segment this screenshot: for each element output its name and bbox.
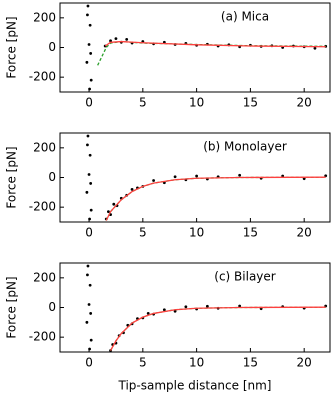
x-tick-label: 10 (189, 96, 204, 110)
y-tick-label: -200 (29, 70, 56, 84)
y-tick-label: 200 (33, 10, 56, 24)
data-point (173, 175, 177, 179)
data-point (89, 338, 93, 342)
data-point (313, 46, 317, 50)
fit-line (109, 306, 326, 351)
x-tick-label: 15 (243, 96, 258, 110)
x-tick-label: 10 (189, 226, 204, 240)
panel-title: (c) Bilayer (214, 270, 276, 284)
x-tick-label: 20 (297, 356, 312, 370)
data-point (89, 312, 93, 315)
data-point (86, 13, 89, 17)
y-tick-label: 200 (33, 270, 56, 284)
x-tick-label: 20 (297, 96, 312, 110)
data-point (112, 202, 116, 206)
data-point (89, 52, 93, 55)
data-point (107, 210, 110, 214)
plot-frame (59, 132, 331, 223)
data-point (88, 23, 92, 27)
data-point (88, 283, 92, 287)
data-point (88, 153, 92, 157)
data-point (85, 320, 89, 324)
data-point (89, 78, 93, 82)
data-point (302, 177, 306, 181)
data-point (88, 347, 91, 351)
data-point (205, 304, 209, 308)
data-point (85, 190, 89, 194)
data-point (109, 39, 112, 43)
data-point (238, 304, 242, 308)
fit-line (109, 306, 326, 351)
y-tick-label: 0 (48, 40, 56, 54)
x-axis-label: Tip-sample distance [nm] (117, 379, 271, 393)
data-point (86, 273, 89, 277)
x-tick-label: 15 (243, 356, 258, 370)
data-point (89, 182, 93, 185)
x-tick-label: 0 (85, 96, 93, 110)
x-tick-label: 5 (139, 356, 147, 370)
plot-frame (59, 262, 331, 353)
x-tick-label: 5 (139, 226, 147, 240)
fit-line (105, 176, 326, 221)
data-point (88, 217, 91, 221)
data-point (152, 179, 155, 182)
data-point (162, 308, 166, 312)
data-point (195, 174, 199, 178)
panel-title: (b) Monolayer (203, 140, 287, 154)
data-point (85, 60, 89, 64)
data-point (324, 174, 328, 178)
y-tick-label: 0 (48, 170, 56, 184)
y-axis-label: Force [pN] (5, 146, 19, 208)
data-point (86, 264, 90, 268)
x-tick-label: 15 (243, 226, 258, 240)
plot-frame (59, 2, 331, 93)
x-tick-label: 20 (297, 226, 312, 240)
data-point (88, 87, 91, 91)
y-tick-label: -200 (29, 200, 56, 214)
data-point (86, 134, 90, 138)
data-point (87, 43, 91, 46)
data-point (87, 303, 91, 306)
fit-line (104, 40, 326, 48)
x-tick-label: 10 (189, 356, 204, 370)
data-point (86, 4, 90, 8)
data-point (86, 143, 89, 147)
data-point (184, 305, 188, 309)
x-tick-label: 0 (85, 226, 93, 240)
data-point (87, 173, 91, 176)
y-axis-label: Force [pN] (5, 276, 19, 338)
data-point (173, 309, 177, 313)
data-point (146, 312, 150, 315)
data-point (114, 37, 118, 40)
fit-line (105, 176, 326, 221)
y-tick-label: 0 (48, 300, 56, 314)
y-tick-label: -200 (29, 330, 56, 344)
panel-title: (a) Mica (221, 10, 269, 24)
y-axis-label: Force [pN] (5, 16, 19, 78)
x-tick-label: 0 (85, 356, 93, 370)
x-tick-label: 5 (139, 96, 147, 110)
data-point (130, 187, 134, 191)
data-point (238, 173, 242, 177)
y-tick-label: 200 (33, 140, 56, 154)
data-point (125, 37, 129, 41)
data-point (89, 208, 93, 212)
